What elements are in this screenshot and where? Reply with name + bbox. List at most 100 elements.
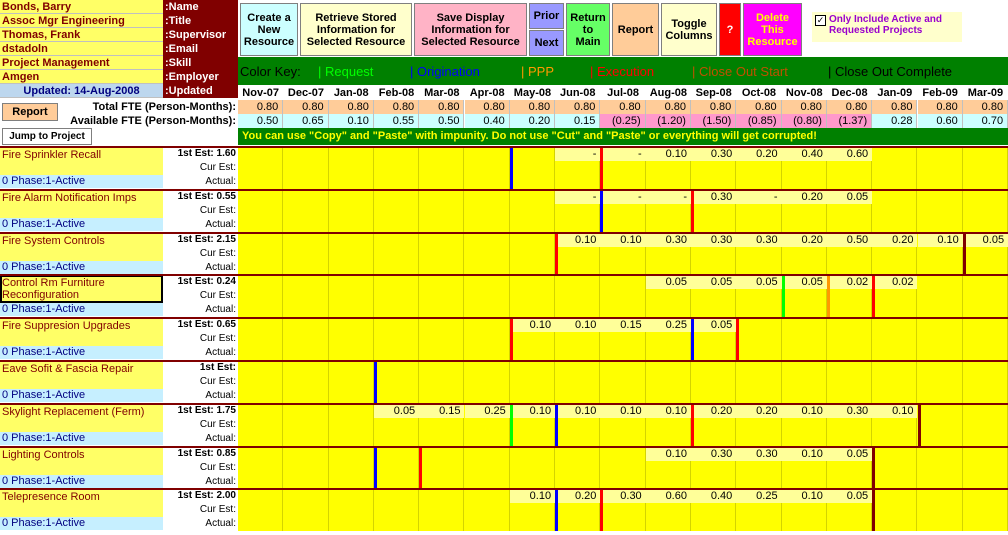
grid-column[interactable]: [238, 446, 284, 489]
grid-column[interactable]: [827, 275, 873, 318]
allocation-cell[interactable]: 0.20: [691, 403, 737, 418]
project-name[interactable]: Control Rm Furniture Reconfiguration: [0, 275, 163, 304]
grid-column[interactable]: [827, 147, 873, 189]
grid-column[interactable]: [918, 446, 963, 489]
grid-column[interactable]: [963, 189, 1008, 232]
grid-column[interactable]: [465, 318, 510, 361]
allocation-cell[interactable]: 0.30: [691, 446, 737, 461]
allocation-cell[interactable]: -: [555, 147, 601, 161]
grid-column[interactable]: [283, 489, 329, 532]
grid-column[interactable]: [374, 189, 420, 232]
grid-column[interactable]: [465, 489, 510, 532]
project-name[interactable]: Fire Suppresion Upgrades: [0, 318, 163, 347]
grid-column[interactable]: [600, 403, 646, 446]
grid-column[interactable]: [782, 232, 827, 275]
grid-column[interactable]: [600, 361, 646, 403]
grid-column[interactable]: [238, 147, 284, 189]
grid-column[interactable]: [374, 446, 420, 489]
grid-column[interactable]: [510, 489, 556, 532]
grid-column[interactable]: [872, 318, 918, 361]
grid-column[interactable]: [374, 403, 420, 446]
grid-column[interactable]: [555, 147, 601, 189]
grid-column[interactable]: [555, 275, 601, 318]
grid-column[interactable]: [691, 232, 737, 275]
grid-column[interactable]: [510, 275, 556, 318]
allocation-cell[interactable]: 0.20: [555, 489, 601, 504]
grid-column[interactable]: [782, 403, 827, 446]
grid-column[interactable]: [329, 361, 374, 403]
grid-column[interactable]: [283, 318, 329, 361]
project-name[interactable]: Skylight Replacement (Ferm): [0, 403, 163, 432]
project-name[interactable]: Telepresence Room: [0, 489, 163, 518]
grid-column[interactable]: [691, 403, 737, 446]
grid-column[interactable]: [963, 446, 1008, 489]
allocation-cell[interactable]: 0.10: [509, 403, 556, 418]
grid-column[interactable]: [510, 189, 556, 232]
grid-column[interactable]: [419, 446, 465, 489]
grid-column[interactable]: [419, 275, 465, 318]
grid-column[interactable]: [691, 446, 737, 489]
grid-column[interactable]: [827, 403, 873, 446]
grid-column[interactable]: [329, 189, 374, 232]
project-name[interactable]: Fire System Controls: [0, 232, 163, 261]
grid-column[interactable]: [827, 232, 873, 275]
allocation-cell[interactable]: 0.30: [691, 147, 737, 161]
grid-column[interactable]: [555, 318, 601, 361]
allocation-cell[interactable]: 0.30: [736, 446, 782, 461]
grid-column[interactable]: [238, 361, 284, 403]
allocation-cell[interactable]: 0.02: [872, 275, 918, 290]
grid-column[interactable]: [963, 318, 1008, 361]
grid-column[interactable]: [918, 403, 963, 446]
grid-column[interactable]: [329, 446, 374, 489]
allocation-cell[interactable]: -: [600, 189, 646, 204]
grid-column[interactable]: [555, 189, 601, 232]
grid-column[interactable]: [827, 446, 873, 489]
project-grid[interactable]: [238, 361, 1008, 403]
allocation-cell[interactable]: 0.40: [691, 489, 737, 504]
grid-column[interactable]: [872, 446, 918, 489]
allocation-cell[interactable]: 0.05: [962, 232, 1008, 247]
allocation-cell[interactable]: 0.25: [464, 403, 510, 418]
project-name[interactable]: Eave Sofit & Fascia Repair: [0, 361, 163, 389]
return-to-main-button[interactable]: Return to Main: [566, 3, 610, 56]
project-grid[interactable]: 0.10 0.30 0.30 0.10 0.05: [238, 446, 1008, 489]
grid-column[interactable]: [646, 232, 691, 275]
grid-column[interactable]: [827, 318, 873, 361]
allocation-cell[interactable]: 0.30: [736, 232, 782, 247]
allocation-cell[interactable]: 0.05: [826, 189, 873, 204]
grid-column[interactable]: [646, 147, 691, 189]
grid-column[interactable]: [782, 489, 827, 532]
report-top-button[interactable]: Report: [612, 3, 659, 56]
grid-column[interactable]: [283, 232, 329, 275]
grid-column[interactable]: [555, 403, 601, 446]
toggle-columns-button[interactable]: Toggle Columns: [661, 3, 717, 56]
grid-column[interactable]: [555, 446, 601, 489]
allocation-cell[interactable]: 0.60: [645, 489, 691, 504]
grid-column[interactable]: [736, 446, 782, 489]
grid-column[interactable]: [329, 403, 374, 446]
project-name[interactable]: Fire Sprinkler Recall: [0, 147, 163, 175]
grid-column[interactable]: [419, 489, 465, 532]
allocation-cell[interactable]: 0.05: [691, 275, 737, 290]
grid-column[interactable]: [465, 232, 510, 275]
grid-column[interactable]: [918, 361, 963, 403]
allocation-cell[interactable]: 0.10: [645, 147, 691, 161]
grid-column[interactable]: [691, 361, 737, 403]
allocation-cell[interactable]: 0.10: [555, 403, 601, 418]
allocation-cell[interactable]: 0.10: [872, 403, 918, 418]
grid-column[interactable]: [329, 318, 374, 361]
grid-column[interactable]: [918, 147, 963, 189]
grid-column[interactable]: [872, 189, 918, 232]
grid-column[interactable]: [238, 403, 284, 446]
grid-column[interactable]: [691, 189, 737, 232]
grid-column[interactable]: [600, 147, 646, 189]
create-resource-button[interactable]: Create a New Resource: [240, 3, 298, 56]
grid-column[interactable]: [782, 318, 827, 361]
grid-column[interactable]: [419, 232, 465, 275]
grid-column[interactable]: [329, 275, 374, 318]
grid-column[interactable]: [465, 275, 510, 318]
grid-column[interactable]: [283, 147, 329, 189]
project-grid[interactable]: 0.10 0.20 0.30 0.60 0.40 0.25 0.10 0.05: [238, 489, 1008, 532]
only-active-checkbox[interactable]: ✓: [815, 15, 826, 26]
grid-column[interactable]: [329, 489, 374, 532]
